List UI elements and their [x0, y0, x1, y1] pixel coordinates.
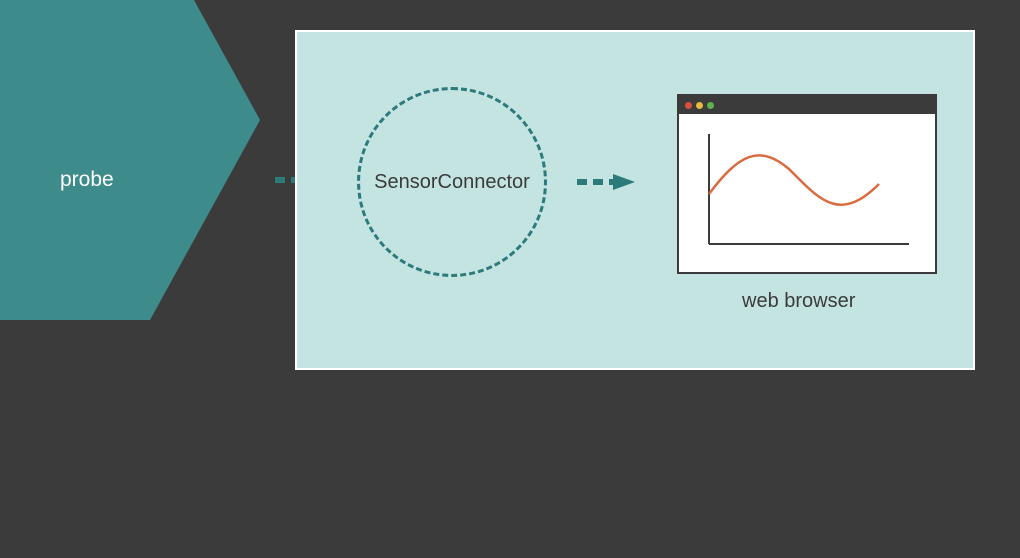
sensor-connector-label: SensorConnector	[374, 171, 530, 194]
titlebar-dot-green	[707, 102, 714, 109]
probe-label: probe	[60, 168, 114, 192]
browser-titlebar	[679, 96, 935, 114]
probe-shape	[0, 0, 270, 320]
chart-curve	[709, 155, 879, 204]
titlebar-dot-yellow	[696, 102, 703, 109]
arrow-connector-to-browser	[577, 172, 637, 192]
browser-label: web browser	[742, 290, 855, 313]
computer-box: SensorConnector web browser	[295, 30, 975, 370]
browser-window	[677, 94, 937, 274]
chart-area	[679, 114, 935, 272]
titlebar-dot-red	[685, 102, 692, 109]
sensor-connector-circle: SensorConnector	[357, 87, 547, 277]
probe-polygon	[0, 0, 260, 320]
